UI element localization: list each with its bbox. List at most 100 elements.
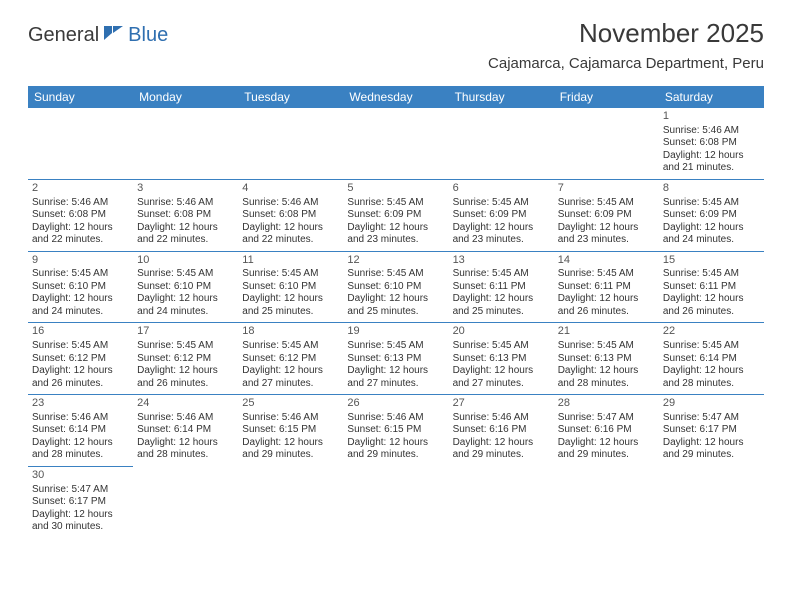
daylight-text: Daylight: 12 hours and 29 minutes. bbox=[242, 437, 339, 462]
daylight-text: Daylight: 12 hours and 26 minutes. bbox=[137, 365, 234, 390]
day-number: 11 bbox=[242, 254, 339, 268]
calendar-day-cell: 10Sunrise: 5:45 AMSunset: 6:10 PMDayligh… bbox=[133, 251, 238, 323]
sunset-text: Sunset: 6:13 PM bbox=[558, 353, 655, 366]
calendar-day-cell: 15Sunrise: 5:45 AMSunset: 6:11 PMDayligh… bbox=[659, 251, 764, 323]
sunset-text: Sunset: 6:08 PM bbox=[663, 137, 760, 150]
sunrise-text: Sunrise: 5:45 AM bbox=[663, 197, 760, 210]
day-number: 17 bbox=[137, 325, 234, 339]
daylight-text: Daylight: 12 hours and 23 minutes. bbox=[453, 222, 550, 247]
calendar-day-cell: 30Sunrise: 5:47 AMSunset: 6:17 PMDayligh… bbox=[28, 466, 133, 537]
day-number: 22 bbox=[663, 325, 760, 339]
calendar-day-cell bbox=[554, 466, 659, 537]
daylight-text: Daylight: 12 hours and 21 minutes. bbox=[663, 150, 760, 175]
sunrise-text: Sunrise: 5:47 AM bbox=[32, 484, 129, 497]
daylight-text: Daylight: 12 hours and 28 minutes. bbox=[663, 365, 760, 390]
sunset-text: Sunset: 6:10 PM bbox=[242, 281, 339, 294]
calendar-day-cell: 18Sunrise: 5:45 AMSunset: 6:12 PMDayligh… bbox=[238, 323, 343, 395]
sunrise-text: Sunrise: 5:45 AM bbox=[242, 340, 339, 353]
calendar-day-cell: 28Sunrise: 5:47 AMSunset: 6:16 PMDayligh… bbox=[554, 395, 659, 467]
logo-text-blue: Blue bbox=[128, 24, 168, 47]
flag-icon bbox=[103, 24, 125, 47]
sunset-text: Sunset: 6:09 PM bbox=[558, 209, 655, 222]
day-number: 16 bbox=[32, 325, 129, 339]
calendar-week-row: 9Sunrise: 5:45 AMSunset: 6:10 PMDaylight… bbox=[28, 251, 764, 323]
sunrise-text: Sunrise: 5:47 AM bbox=[558, 412, 655, 425]
calendar-day-cell bbox=[554, 108, 659, 179]
sunrise-text: Sunrise: 5:45 AM bbox=[347, 268, 444, 281]
sunrise-text: Sunrise: 5:45 AM bbox=[663, 268, 760, 281]
day-number: 23 bbox=[32, 397, 129, 411]
calendar-day-cell: 22Sunrise: 5:45 AMSunset: 6:14 PMDayligh… bbox=[659, 323, 764, 395]
sunrise-text: Sunrise: 5:45 AM bbox=[347, 197, 444, 210]
weekday-header: Wednesday bbox=[343, 86, 448, 108]
day-number: 24 bbox=[137, 397, 234, 411]
calendar-day-cell: 9Sunrise: 5:45 AMSunset: 6:10 PMDaylight… bbox=[28, 251, 133, 323]
sunrise-text: Sunrise: 5:46 AM bbox=[242, 197, 339, 210]
calendar-day-cell bbox=[238, 466, 343, 537]
calendar-day-cell: 23Sunrise: 5:46 AMSunset: 6:14 PMDayligh… bbox=[28, 395, 133, 467]
sunrise-text: Sunrise: 5:45 AM bbox=[558, 197, 655, 210]
daylight-text: Daylight: 12 hours and 30 minutes. bbox=[32, 509, 129, 534]
daylight-text: Daylight: 12 hours and 22 minutes. bbox=[137, 222, 234, 247]
title-block: November 2025 Cajamarca, Cajamarca Depar… bbox=[488, 18, 764, 72]
sunrise-text: Sunrise: 5:46 AM bbox=[137, 412, 234, 425]
daylight-text: Daylight: 12 hours and 28 minutes. bbox=[137, 437, 234, 462]
daylight-text: Daylight: 12 hours and 29 minutes. bbox=[558, 437, 655, 462]
sunset-text: Sunset: 6:13 PM bbox=[347, 353, 444, 366]
sunset-text: Sunset: 6:08 PM bbox=[32, 209, 129, 222]
sunrise-text: Sunrise: 5:45 AM bbox=[453, 340, 550, 353]
calendar-week-row: 1Sunrise: 5:46 AMSunset: 6:08 PMDaylight… bbox=[28, 108, 764, 179]
daylight-text: Daylight: 12 hours and 24 minutes. bbox=[137, 293, 234, 318]
calendar-day-cell: 8Sunrise: 5:45 AMSunset: 6:09 PMDaylight… bbox=[659, 179, 764, 251]
sunset-text: Sunset: 6:11 PM bbox=[453, 281, 550, 294]
calendar-day-cell: 3Sunrise: 5:46 AMSunset: 6:08 PMDaylight… bbox=[133, 179, 238, 251]
calendar-day-cell: 26Sunrise: 5:46 AMSunset: 6:15 PMDayligh… bbox=[343, 395, 448, 467]
calendar-day-cell: 25Sunrise: 5:46 AMSunset: 6:15 PMDayligh… bbox=[238, 395, 343, 467]
calendar-day-cell bbox=[133, 466, 238, 537]
sunrise-text: Sunrise: 5:45 AM bbox=[32, 340, 129, 353]
calendar-day-cell: 5Sunrise: 5:45 AMSunset: 6:09 PMDaylight… bbox=[343, 179, 448, 251]
sunset-text: Sunset: 6:14 PM bbox=[32, 424, 129, 437]
day-number: 2 bbox=[32, 182, 129, 196]
sunrise-text: Sunrise: 5:45 AM bbox=[663, 340, 760, 353]
calendar-day-cell: 11Sunrise: 5:45 AMSunset: 6:10 PMDayligh… bbox=[238, 251, 343, 323]
sunrise-text: Sunrise: 5:47 AM bbox=[663, 412, 760, 425]
day-number: 8 bbox=[663, 182, 760, 196]
logo-text-general: General bbox=[28, 24, 99, 47]
month-title: November 2025 bbox=[488, 18, 764, 49]
calendar-day-cell bbox=[343, 108, 448, 179]
calendar-day-cell bbox=[238, 108, 343, 179]
sunrise-text: Sunrise: 5:46 AM bbox=[242, 412, 339, 425]
daylight-text: Daylight: 12 hours and 27 minutes. bbox=[453, 365, 550, 390]
calendar-day-cell: 2Sunrise: 5:46 AMSunset: 6:08 PMDaylight… bbox=[28, 179, 133, 251]
calendar-day-cell bbox=[659, 466, 764, 537]
sunset-text: Sunset: 6:13 PM bbox=[453, 353, 550, 366]
calendar-day-cell: 14Sunrise: 5:45 AMSunset: 6:11 PMDayligh… bbox=[554, 251, 659, 323]
sunrise-text: Sunrise: 5:45 AM bbox=[453, 268, 550, 281]
sunset-text: Sunset: 6:14 PM bbox=[663, 353, 760, 366]
sunrise-text: Sunrise: 5:45 AM bbox=[347, 340, 444, 353]
sunrise-text: Sunrise: 5:46 AM bbox=[32, 412, 129, 425]
sunset-text: Sunset: 6:10 PM bbox=[347, 281, 444, 294]
daylight-text: Daylight: 12 hours and 25 minutes. bbox=[347, 293, 444, 318]
sunrise-text: Sunrise: 5:46 AM bbox=[453, 412, 550, 425]
day-number: 18 bbox=[242, 325, 339, 339]
sunset-text: Sunset: 6:09 PM bbox=[347, 209, 444, 222]
daylight-text: Daylight: 12 hours and 27 minutes. bbox=[242, 365, 339, 390]
sunrise-text: Sunrise: 5:45 AM bbox=[558, 340, 655, 353]
daylight-text: Daylight: 12 hours and 29 minutes. bbox=[347, 437, 444, 462]
day-number: 1 bbox=[663, 110, 760, 124]
calendar-day-cell: 29Sunrise: 5:47 AMSunset: 6:17 PMDayligh… bbox=[659, 395, 764, 467]
sunset-text: Sunset: 6:09 PM bbox=[453, 209, 550, 222]
sunset-text: Sunset: 6:14 PM bbox=[137, 424, 234, 437]
weekday-header: Sunday bbox=[28, 86, 133, 108]
calendar-day-cell: 7Sunrise: 5:45 AMSunset: 6:09 PMDaylight… bbox=[554, 179, 659, 251]
sunrise-text: Sunrise: 5:46 AM bbox=[663, 125, 760, 138]
header: General Blue November 2025 Cajamarca, Ca… bbox=[0, 0, 792, 80]
day-number: 7 bbox=[558, 182, 655, 196]
calendar-day-cell: 20Sunrise: 5:45 AMSunset: 6:13 PMDayligh… bbox=[449, 323, 554, 395]
sunset-text: Sunset: 6:17 PM bbox=[32, 496, 129, 509]
sunset-text: Sunset: 6:12 PM bbox=[242, 353, 339, 366]
sunset-text: Sunset: 6:12 PM bbox=[137, 353, 234, 366]
daylight-text: Daylight: 12 hours and 26 minutes. bbox=[558, 293, 655, 318]
